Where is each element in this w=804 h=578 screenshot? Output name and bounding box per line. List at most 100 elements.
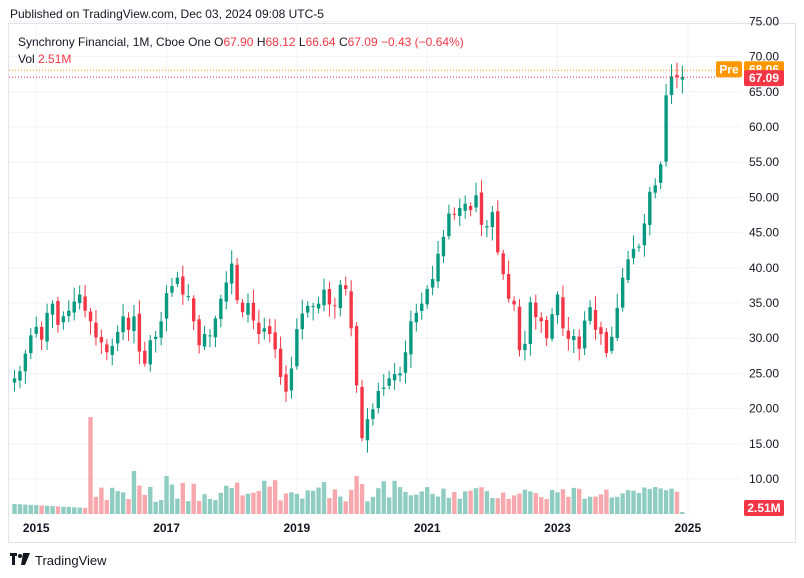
candle-body[interactable] [202,333,207,347]
candle-body[interactable] [235,264,239,301]
candle-body[interactable] [485,226,489,228]
candle-body[interactable] [658,164,663,183]
candle-body[interactable] [577,336,581,349]
candle-body[interactable] [72,301,76,313]
candle-body[interactable] [425,288,429,305]
candle-body[interactable] [246,303,250,315]
candle-body[interactable] [56,301,60,325]
candle-body[interactable] [360,386,364,439]
candle-body[interactable] [610,336,614,351]
candle-body[interactable] [463,203,467,211]
candle-body[interactable] [273,332,277,350]
candle-body[interactable] [523,343,527,351]
candle-body[interactable] [642,223,647,246]
candle-body[interactable] [230,263,234,284]
candle-body[interactable] [506,273,511,299]
candle-body[interactable] [29,335,33,354]
candle-body[interactable] [126,317,131,330]
candle-body[interactable] [452,213,457,215]
candle-body[interactable] [615,307,619,338]
candle-body[interactable] [316,303,321,309]
candle-body[interactable] [528,302,533,345]
candle-body[interactable] [284,374,288,392]
candle-body[interactable] [387,378,391,386]
candle-body[interactable] [322,289,326,306]
candle-body[interactable] [653,185,657,193]
candle-body[interactable] [496,211,500,253]
candle-body[interactable] [403,352,408,373]
candle-body[interactable] [153,336,158,339]
candle-body[interactable] [306,305,310,313]
candle-body[interactable] [300,313,304,330]
candle-body[interactable] [409,321,413,355]
candle-body[interactable] [588,307,592,321]
candle-body[interactable] [550,314,554,339]
candle-body[interactable] [664,95,668,162]
candle-body[interactable] [83,296,87,311]
candle-body[interactable] [208,335,212,337]
candle-body[interactable] [257,322,261,334]
candle-body[interactable] [604,332,609,353]
candle-body[interactable] [371,409,375,419]
candle-body[interactable] [105,344,109,353]
candle-body[interactable] [191,298,196,322]
candle-body[interactable] [289,368,294,391]
candle-body[interactable] [669,76,674,95]
candle-body[interactable] [539,317,543,322]
candle-body[interactable] [34,326,38,334]
candle-body[interactable] [311,305,315,307]
candle-body[interactable] [50,303,55,315]
candle-body[interactable] [398,373,402,376]
candle-body[interactable] [637,246,641,248]
candle-body[interactable] [344,285,348,289]
candle-body[interactable] [572,336,576,341]
candle-body[interactable] [262,328,266,332]
candle-body[interactable] [430,279,435,288]
candle-body[interactable] [45,312,49,342]
candle-body[interactable] [67,310,71,317]
candle-body[interactable] [39,326,44,340]
candle-body[interactable] [295,329,299,367]
candle-body[interactable] [414,312,419,323]
candle-body[interactable] [468,205,473,211]
candle-body[interactable] [648,191,652,225]
candle-body[interactable] [566,330,571,339]
candle-body[interactable] [251,302,256,321]
candle-body[interactable] [420,303,424,312]
candle-body[interactable] [12,378,17,383]
candle-body[interactable] [349,291,353,329]
candle-body[interactable] [561,297,565,329]
candle-body[interactable] [88,311,93,322]
candle-body[interactable] [376,391,381,408]
candle-body[interactable] [159,321,163,338]
candle-body[interactable] [148,340,152,365]
candle-body[interactable] [675,74,679,78]
candle-body[interactable] [278,348,283,377]
candle-body[interactable] [23,353,28,372]
candle-body[interactable] [436,253,440,282]
candle-body[interactable] [474,195,478,208]
candle-body[interactable] [18,371,22,381]
candle-body[interactable] [447,213,451,237]
candle-body[interactable] [555,294,560,316]
candle-body[interactable] [680,77,685,80]
candle-body[interactable] [186,295,190,297]
candle-body[interactable] [197,319,201,346]
candle-body[interactable] [354,326,359,386]
candle-body[interactable] [137,313,142,352]
candle-body[interactable] [620,277,625,308]
candle-body[interactable] [517,306,522,351]
candle-body[interactable] [240,302,245,313]
candle-body[interactable] [490,212,495,227]
candle-body[interactable] [132,316,136,332]
candle-body[interactable] [501,253,505,275]
candle-body[interactable] [599,327,603,334]
candle-body[interactable] [479,192,484,225]
candle-body[interactable] [534,302,538,318]
candle-body[interactable] [94,322,98,338]
candle-body[interactable] [219,298,223,320]
candle-body[interactable] [338,284,342,309]
candle-body[interactable] [164,293,169,319]
candle-body[interactable] [512,300,516,305]
candle-body[interactable] [458,207,462,216]
